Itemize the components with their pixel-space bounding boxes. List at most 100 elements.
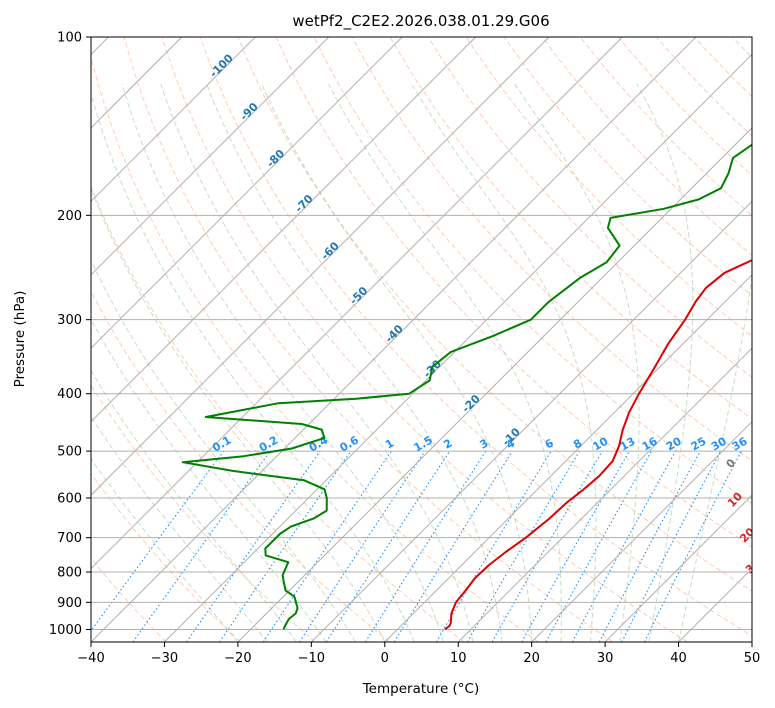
moist-adiabat-line: [206, 83, 503, 642]
isotherm-label: -60: [319, 239, 342, 262]
dry-adiabat-line: [237, 37, 752, 592]
plot-frame: [90, 36, 753, 643]
mixing-ratio-line: [644, 450, 742, 642]
moist-adiabats: [91, 83, 752, 642]
y-tick-label: 700: [57, 531, 82, 546]
isotherm-line: [751, 641, 752, 642]
mixing-ratio-line: [325, 450, 451, 642]
dry-adiabat-line: [579, 37, 752, 216]
x-tick-label: 20: [523, 651, 540, 666]
plot-area: -100-90-80-70-60-50-40-30-20-10 0.1 0.2 0.…: [91, 37, 775, 642]
y-tick-label: 300: [57, 313, 82, 328]
x-tick-label: −30: [151, 651, 178, 666]
isotherm-line: [457, 347, 752, 642]
dry-adiabat-line: [427, 37, 752, 378]
dry-adiabat-line: [161, 37, 688, 642]
dry-adiabat-line: [123, 37, 614, 642]
dry-adiabat-line: [91, 384, 316, 642]
dry-adiabat-line: [91, 55, 539, 642]
profile-series: [181, 143, 752, 631]
isotherm-line: [91, 37, 403, 349]
dry-adiabat-line: [199, 37, 752, 637]
theta-label: 40: [762, 581, 775, 601]
isotherm-grid: [91, 37, 752, 642]
dewpoint-line: [181, 143, 752, 630]
mixing-ratio-line: [571, 450, 677, 642]
isotherm-label: -100: [207, 51, 236, 80]
mixing-ratio-line: [219, 450, 352, 642]
mixing-ratio-label: 2: [441, 437, 454, 452]
isotherm-line: [91, 37, 550, 496]
dry-adiabat-line: [389, 37, 752, 420]
mixing-ratio-lines: [91, 450, 742, 642]
isotherm-label: -80: [264, 147, 287, 170]
dry-adiabat-line: [91, 472, 241, 642]
mixing-ratio-line: [545, 450, 652, 642]
x-tick-label: −40: [77, 651, 104, 666]
theta-label: 10: [725, 490, 745, 510]
chart-title: wetPf2_C2E2.2026.038.01.29.G06: [292, 12, 549, 31]
moist-adiabat-line: [261, 83, 533, 642]
moist-adiabat-line: [91, 457, 239, 642]
x-tick-label: 30: [597, 651, 614, 666]
dry-adiabat-line: [503, 37, 752, 297]
y-tick-label: 500: [57, 445, 82, 460]
isotherm-label: -70: [292, 192, 315, 215]
isotherm-line: [91, 37, 256, 203]
mixing-ratio-line: [435, 450, 552, 642]
theta-labels: 10 20 30 40 0: [724, 456, 775, 601]
isotherm-line: [678, 567, 752, 642]
x-axis-label: Temperature (°C): [362, 681, 480, 697]
y-tick-label: 400: [57, 387, 82, 402]
x-tick-label: −20: [224, 651, 251, 666]
isotherm-line: [164, 53, 752, 642]
dry-adiabat-line: [693, 37, 752, 98]
dry-adiabat-line: [91, 557, 167, 642]
moist-adiabat-line: [91, 259, 356, 642]
mixing-ratio-line: [393, 450, 513, 642]
y-axis-ticks: 100 200 300 400 500 600 700 800 900 1000: [49, 31, 91, 638]
temperature-line: [444, 258, 752, 631]
y-tick-label: 200: [57, 209, 82, 224]
y-tick-label: 1000: [49, 623, 82, 638]
moist-adiabat-line: [91, 91, 415, 642]
isotherm-line: [91, 37, 330, 276]
dry-adiabat-line: [313, 37, 752, 505]
isotherm-line: [384, 274, 752, 642]
isotherm-label: -50: [347, 284, 370, 307]
dry-adiabats: [91, 37, 775, 642]
x-tick-label: 40: [670, 651, 687, 666]
dry-adiabat-line: [275, 37, 752, 548]
moist-adiabat-line: [91, 415, 268, 642]
y-axis-label: Pressure (hPa): [12, 291, 28, 388]
isotherm-line: [531, 420, 752, 642]
moist-adiabat-line: [91, 369, 297, 642]
isotherm-line: [91, 37, 623, 570]
dry-adiabat-line: [351, 37, 752, 462]
y-tick-label: 800: [57, 566, 82, 581]
y-tick-label: 600: [57, 492, 82, 507]
isotherm-line: [237, 127, 752, 642]
dry-adiabat-line: [91, 185, 465, 642]
mixing-ratio-line: [365, 450, 487, 642]
moist-adiabat-line: [121, 83, 444, 642]
mixing-ratio-line: [521, 450, 630, 642]
dry-adiabat-line: [91, 290, 390, 642]
isotherm-line: [91, 37, 697, 642]
isotherm-label: -90: [238, 100, 261, 123]
dry-adiabat-line: [465, 37, 752, 337]
isotherm-line: [91, 37, 477, 423]
isotherm-line: [310, 200, 752, 642]
mixing-ratio-line: [91, 450, 225, 632]
moist-adiabat-line: [636, 83, 694, 642]
mixing-ratio-line: [132, 450, 271, 642]
moist-adiabat-line: [678, 272, 752, 642]
mixing-ratio-line: [262, 450, 392, 642]
mixing-ratio-line: [186, 450, 321, 642]
pressure-grid: [91, 37, 752, 630]
dry-adiabat-line: [770, 37, 775, 642]
moist-adiabat-line: [514, 83, 640, 642]
theta-label: 30: [743, 556, 763, 576]
dry-adiabat-line: [655, 37, 752, 137]
